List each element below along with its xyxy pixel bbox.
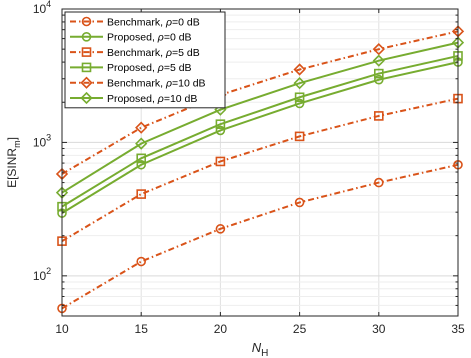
legend-label: Benchmark, ρ=10 dB xyxy=(107,78,206,90)
data-point xyxy=(372,43,385,56)
data-point xyxy=(373,177,384,188)
data-point xyxy=(136,189,146,199)
data-point xyxy=(373,74,384,85)
y-axis-title-subscript: m xyxy=(12,140,22,148)
data-point xyxy=(294,197,305,208)
x-tick-label: 15 xyxy=(135,322,149,336)
y-axis-title-main: E[SINR xyxy=(5,148,19,188)
data-point xyxy=(372,54,385,67)
legend-box xyxy=(64,11,226,109)
axis-ticks xyxy=(61,9,459,317)
y-tick-exponent: 3 xyxy=(46,132,51,142)
legend-entry: Benchmark, ρ=10 dB xyxy=(70,76,206,90)
legend-entry: Proposed, ρ=0 dB xyxy=(70,32,192,44)
legend-marker xyxy=(81,47,92,57)
legend-label-text: Proposed, xyxy=(107,93,158,105)
legend-marker xyxy=(80,91,93,105)
x-axis-title: NH xyxy=(252,340,269,358)
data-point xyxy=(215,224,226,234)
y-axis-title: E[SINRm] xyxy=(5,137,22,188)
legend-label: Proposed, ρ=5 dB xyxy=(107,62,192,74)
legend-label-text: Benchmark, xyxy=(107,47,166,59)
data-point xyxy=(293,63,306,76)
legend-entry: Proposed, ρ=5 dB xyxy=(70,62,192,74)
legend-label-rho: ρ xyxy=(165,78,172,90)
y-tick-base: 10 xyxy=(33,135,47,149)
data-point xyxy=(135,121,148,134)
data-point xyxy=(294,92,305,103)
data-point xyxy=(215,125,226,136)
data-point xyxy=(373,111,384,121)
data-point xyxy=(136,256,146,267)
y-tick-label: 104 xyxy=(33,0,51,16)
legend-label: Proposed, ρ=10 dB xyxy=(107,93,197,105)
x-tick-label: 20 xyxy=(214,322,228,336)
data-point xyxy=(136,153,146,164)
series-line xyxy=(61,163,459,310)
legend-label-text: Benchmark, xyxy=(107,16,166,28)
data-point xyxy=(293,77,306,90)
legend-entry: Benchmark, ρ=0 dB xyxy=(70,16,200,28)
y-tick-exponent: 2 xyxy=(46,266,51,276)
legend-label-rho: ρ xyxy=(165,16,172,28)
data-point xyxy=(215,119,226,129)
y-tick-base: 10 xyxy=(33,269,47,283)
x-axis-title-main: N xyxy=(252,340,262,355)
data-point xyxy=(215,156,226,167)
legend-label: Proposed, ρ=0 dB xyxy=(107,32,192,44)
data-point xyxy=(136,159,146,170)
data-point xyxy=(294,131,305,142)
legend-marker xyxy=(81,31,92,42)
series-line xyxy=(61,54,459,208)
data-point xyxy=(135,137,148,150)
y-tick-exponent: 4 xyxy=(46,0,51,9)
legend-label-value: =0 dB xyxy=(164,32,192,44)
legend-marker xyxy=(81,62,92,73)
plot-frame xyxy=(61,8,459,317)
x-tick-label: 10 xyxy=(55,322,69,336)
legend-entry: Proposed, ρ=10 dB xyxy=(70,91,197,105)
legend-label-value: =10 dB xyxy=(164,93,198,105)
x-tick-label: 30 xyxy=(372,322,386,336)
legend-label-text: Proposed, xyxy=(107,32,158,44)
series-layer xyxy=(55,25,465,314)
legend-label-value: =5 dB xyxy=(172,47,200,59)
x-tick-label: 35 xyxy=(451,322,465,336)
series-line xyxy=(61,30,459,175)
y-tick-label: 103 xyxy=(33,132,51,149)
legend-label-value: =0 dB xyxy=(172,16,200,28)
legend-label-rho: ρ xyxy=(157,62,164,74)
data-point xyxy=(294,98,305,109)
legend-label: Benchmark, ρ=5 dB xyxy=(107,47,200,59)
y-tick-label: 102 xyxy=(33,266,51,283)
legend-label-rho: ρ xyxy=(165,47,172,59)
legend-label-text: Benchmark, xyxy=(107,78,166,90)
legend-marker xyxy=(80,76,93,89)
series-line xyxy=(61,41,459,194)
legend-entry: Benchmark, ρ=5 dB xyxy=(70,47,200,59)
x-tick-label: 25 xyxy=(293,322,307,336)
series-line xyxy=(61,97,459,242)
legend-label: Benchmark, ρ=0 dB xyxy=(107,16,200,28)
legend-label-rho: ρ xyxy=(157,32,164,44)
legend-label-value: =5 dB xyxy=(164,62,192,74)
series-line xyxy=(61,61,459,215)
data-point xyxy=(373,68,384,79)
y-axis-title-end: ] xyxy=(5,137,19,140)
y-tick-base: 10 xyxy=(33,2,47,16)
legend-label-text: Proposed, xyxy=(107,62,158,74)
x-axis-title-subscript: H xyxy=(261,348,268,358)
legend-label-value: =10 dB xyxy=(172,78,206,90)
legend-label-rho: ρ xyxy=(157,93,164,105)
legend-marker xyxy=(81,16,92,27)
